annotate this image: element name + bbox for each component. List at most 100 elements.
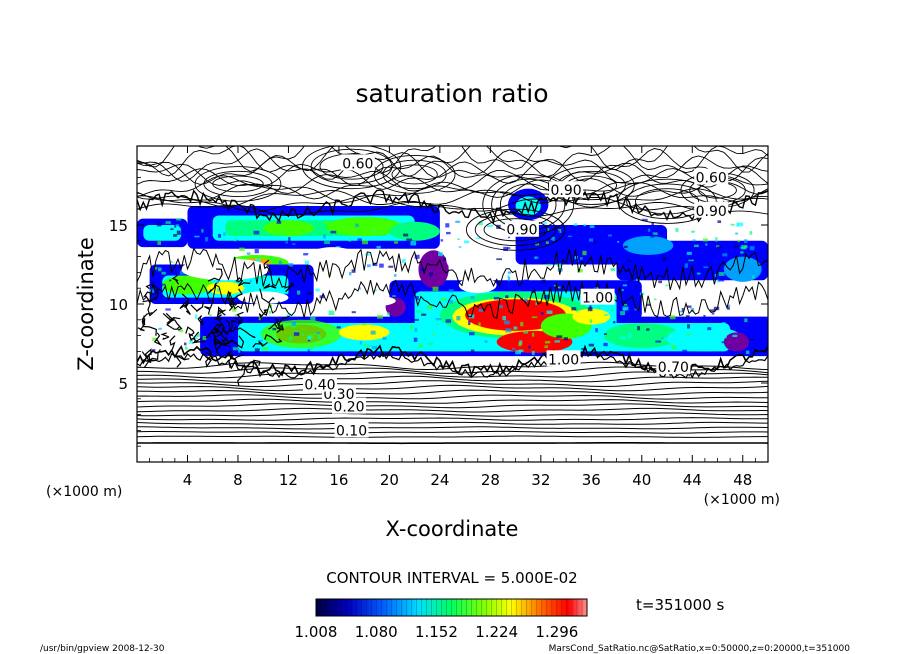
shaded-speck xyxy=(523,331,529,334)
shaded-speck xyxy=(314,333,317,335)
shaded-speck xyxy=(749,231,753,235)
contour-loop xyxy=(203,170,273,198)
contour-loop xyxy=(474,213,557,246)
shaded-speck xyxy=(637,259,643,264)
shaded-speck xyxy=(614,334,617,338)
contour-line xyxy=(137,417,768,421)
x-axis-ticks: 4 8 12 16 20 24 28 32 36 40 44 48 xyxy=(149,146,756,489)
shaded-speck xyxy=(443,257,446,262)
shaded-speck xyxy=(330,230,337,234)
shaded-speck xyxy=(730,223,735,226)
shaded-cell xyxy=(260,319,342,349)
chart-title: saturation ratio xyxy=(355,79,548,108)
shaded-cell xyxy=(338,324,390,341)
contour-fragment xyxy=(141,312,153,326)
shaded-speck xyxy=(620,311,626,316)
contour-loop xyxy=(391,164,438,185)
shaded-speck xyxy=(405,339,409,343)
shaded-speck xyxy=(717,220,722,223)
shaded-speck xyxy=(317,334,322,340)
unsaturated-gap xyxy=(307,247,358,267)
shaded-speck xyxy=(735,232,739,235)
shaded-speck xyxy=(315,288,320,292)
shaded-speck xyxy=(606,285,611,288)
colorbar-stripes xyxy=(320,599,583,616)
shaded-speck xyxy=(379,263,384,268)
contour-loop xyxy=(194,166,282,202)
shaded-speck xyxy=(682,349,688,352)
shaded-speck xyxy=(458,246,462,249)
shaded-speck xyxy=(276,220,282,224)
shaded-speck xyxy=(654,298,657,301)
shaded-speck xyxy=(641,218,648,221)
shaded-speck xyxy=(421,313,427,316)
shaded-speck xyxy=(518,349,524,353)
x-tick-label: 32 xyxy=(531,471,550,489)
contour-fragment xyxy=(228,354,244,369)
contour-line xyxy=(137,155,768,186)
shaded-speck xyxy=(432,333,437,336)
shaded-speck xyxy=(737,260,743,264)
shaded-speck xyxy=(475,237,481,240)
shaded-speck xyxy=(345,345,350,348)
shaded-speck xyxy=(372,230,376,232)
shaded-speck xyxy=(714,273,718,278)
shaded-speck xyxy=(684,263,688,268)
shaded-speck xyxy=(535,242,540,246)
shaded-cell xyxy=(263,220,314,237)
shaded-speck xyxy=(583,223,587,227)
shaded-speck xyxy=(410,325,414,330)
shaded-speck xyxy=(152,349,156,352)
shaded-speck xyxy=(468,320,471,326)
shaded-speck xyxy=(499,304,503,309)
contour-loop xyxy=(465,208,566,251)
shaded-speck xyxy=(671,346,676,350)
shaded-speck xyxy=(414,254,420,259)
unsaturated-gap xyxy=(181,258,270,281)
x-unit-label: (×1000 m) xyxy=(704,492,780,508)
shaded-speck xyxy=(603,342,608,347)
shaded-speck xyxy=(541,279,546,284)
shaded-speck xyxy=(288,336,292,341)
contour-fragment xyxy=(207,282,218,294)
shaded-speck xyxy=(542,226,547,231)
shaded-speck xyxy=(647,228,651,232)
shaded-speck xyxy=(634,241,640,245)
contour-line xyxy=(137,247,768,291)
shaded-speck xyxy=(594,240,597,245)
contour-line xyxy=(137,430,768,434)
shaded-speck xyxy=(544,345,548,349)
shaded-speck xyxy=(179,329,184,333)
shaded-speck xyxy=(623,245,628,249)
contour-fragment xyxy=(207,268,223,282)
shaded-speck xyxy=(709,309,716,312)
contour-fragment xyxy=(137,318,146,332)
shaded-speck xyxy=(545,340,551,344)
shaded-speck xyxy=(254,248,259,254)
shaded-speck xyxy=(524,298,528,302)
shaded-speck xyxy=(158,327,162,330)
shaded-speck xyxy=(254,348,260,353)
shaded-speck xyxy=(262,347,268,351)
shaded-speck xyxy=(737,239,740,243)
shaded-speck xyxy=(328,272,332,276)
shaded-speck xyxy=(637,326,641,331)
shaded-speck xyxy=(608,234,613,237)
shaded-speck xyxy=(718,272,725,276)
shaded-speck xyxy=(223,318,230,321)
contour-fragment xyxy=(235,277,251,287)
shaded-speck xyxy=(721,322,726,325)
shaded-speck xyxy=(216,288,219,292)
shaded-speck xyxy=(403,233,409,237)
shaded-speck xyxy=(665,284,669,287)
shaded-speck xyxy=(406,238,413,241)
shaded-speck xyxy=(681,307,684,313)
shaded-speck xyxy=(518,342,522,347)
shaded-speck xyxy=(711,312,715,315)
shaded-speck xyxy=(154,266,158,270)
shaded-speck xyxy=(744,239,748,244)
shaded-speck xyxy=(361,323,367,326)
contour-loop xyxy=(635,188,700,215)
shaded-speck xyxy=(623,303,628,306)
contour-fragment xyxy=(190,301,204,312)
